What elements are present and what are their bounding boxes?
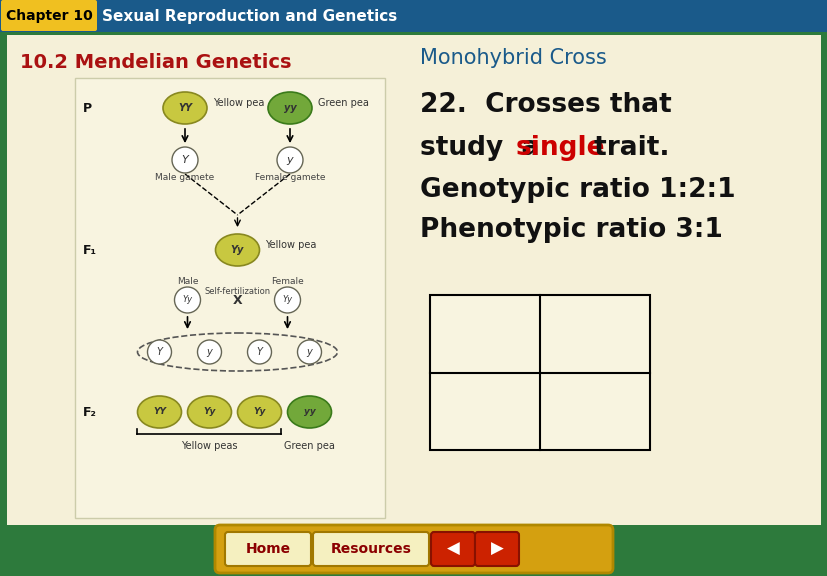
Text: y: y — [207, 347, 212, 357]
Text: y: y — [286, 155, 293, 165]
Text: YY: YY — [178, 103, 192, 113]
FancyBboxPatch shape — [475, 532, 519, 566]
Circle shape — [198, 340, 222, 364]
Bar — [0, 0, 827, 32]
Text: ▶: ▶ — [490, 540, 503, 558]
Text: study  a: study a — [419, 135, 547, 161]
FancyBboxPatch shape — [431, 532, 475, 566]
Text: F₁: F₁ — [83, 244, 97, 256]
Text: Male: Male — [176, 278, 198, 286]
FancyBboxPatch shape — [1, 0, 97, 31]
Circle shape — [297, 340, 321, 364]
Ellipse shape — [187, 396, 232, 428]
Text: Home: Home — [245, 542, 290, 556]
Text: Genotypic ratio 1:2:1: Genotypic ratio 1:2:1 — [419, 177, 734, 203]
FancyBboxPatch shape — [215, 525, 612, 573]
FancyBboxPatch shape — [313, 532, 428, 566]
Text: yy: yy — [304, 407, 315, 416]
Text: Yy: Yy — [231, 245, 244, 255]
Text: Yellow pea: Yellow pea — [213, 98, 264, 108]
Circle shape — [277, 147, 303, 173]
Bar — [429, 295, 649, 450]
Text: YY: YY — [153, 407, 165, 416]
Text: Phenotypic ratio 3:1: Phenotypic ratio 3:1 — [419, 217, 722, 243]
Circle shape — [174, 287, 200, 313]
Bar — [7, 35, 820, 525]
Text: 10.2 Mendelian Genetics: 10.2 Mendelian Genetics — [20, 52, 291, 71]
Bar — [75, 78, 385, 518]
Text: Yellow pea: Yellow pea — [265, 240, 317, 250]
Ellipse shape — [287, 396, 331, 428]
Text: Monohybrid Cross: Monohybrid Cross — [419, 48, 606, 68]
Text: Female: Female — [270, 278, 304, 286]
Ellipse shape — [215, 234, 259, 266]
Text: P: P — [83, 101, 92, 115]
Text: Y: Y — [156, 347, 162, 357]
Text: Yellow peas: Yellow peas — [181, 441, 237, 451]
Text: Sexual Reproduction and Genetics: Sexual Reproduction and Genetics — [102, 9, 397, 24]
Text: Male gamete: Male gamete — [155, 173, 214, 183]
Text: single: single — [515, 135, 605, 161]
Text: ◀: ◀ — [446, 540, 459, 558]
FancyBboxPatch shape — [225, 532, 311, 566]
Text: Y: Y — [256, 347, 262, 357]
Text: X: X — [232, 294, 242, 306]
Ellipse shape — [237, 396, 281, 428]
Text: trait.: trait. — [585, 135, 669, 161]
Text: Green pea: Green pea — [318, 98, 369, 108]
Circle shape — [247, 340, 271, 364]
Text: Yy: Yy — [282, 295, 292, 305]
Circle shape — [275, 287, 300, 313]
Text: Yy: Yy — [203, 407, 215, 416]
Text: Self-fertilization: Self-fertilization — [204, 287, 270, 297]
Text: Green pea: Green pea — [284, 441, 335, 451]
Text: F₂: F₂ — [83, 406, 97, 419]
Text: Yy: Yy — [182, 295, 193, 305]
Ellipse shape — [137, 396, 181, 428]
Circle shape — [172, 147, 198, 173]
Text: Yy: Yy — [253, 407, 265, 416]
Text: Y: Y — [181, 155, 189, 165]
Ellipse shape — [163, 92, 207, 124]
Circle shape — [147, 340, 171, 364]
Text: yy: yy — [284, 103, 296, 113]
Ellipse shape — [268, 92, 312, 124]
Text: Chapter 10: Chapter 10 — [6, 9, 93, 23]
Text: 22.  Crosses that: 22. Crosses that — [419, 92, 671, 118]
Text: Female gamete: Female gamete — [255, 173, 325, 183]
Text: Resources: Resources — [330, 542, 411, 556]
Text: y: y — [306, 347, 312, 357]
